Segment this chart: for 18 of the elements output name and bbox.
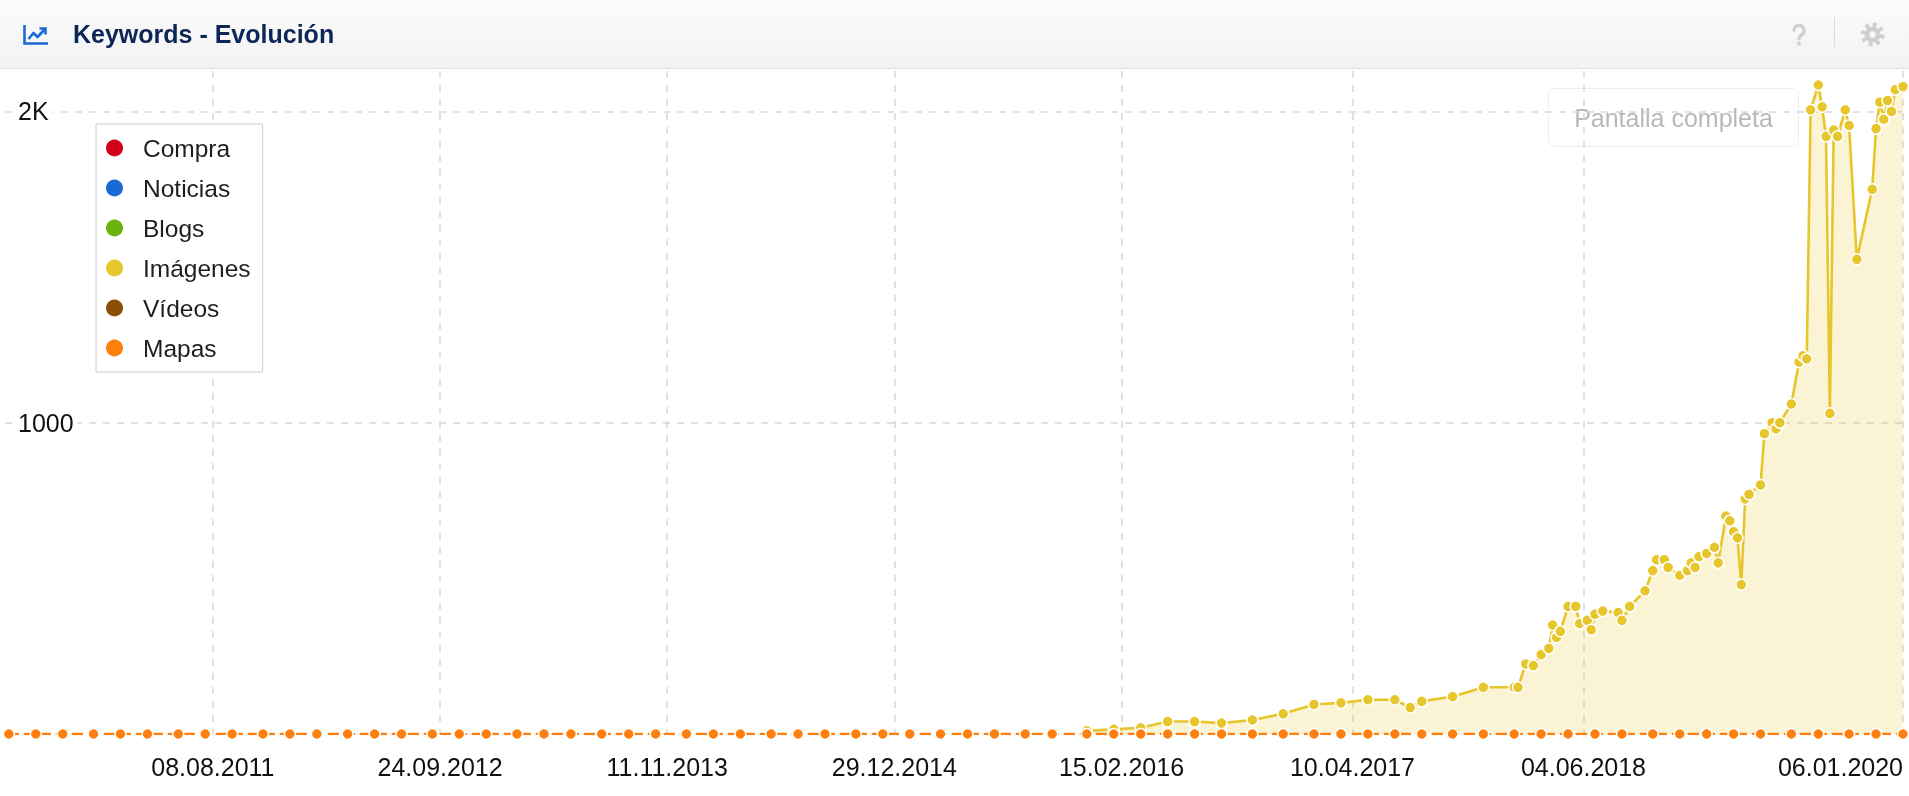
chart-title: Keywords - Evolución [73,19,335,49]
x-tick-label: 11.11.2013 [606,752,728,781]
y-tick-label: 1000 [18,408,74,437]
legend-label: Imágenes [143,254,251,282]
legend-label: Mapas [143,334,217,362]
x-tick-label: 24.09.2012 [377,752,503,781]
legend-label: Noticias [143,174,231,202]
x-tick-label: 06.01.2020 [1777,752,1903,781]
legend-label: Compra [143,134,231,162]
x-tick-label: 15.02.2016 [1058,752,1185,781]
x-tick-label: 04.06.2018 [1520,752,1647,781]
y-tick-label: 2K [18,97,49,126]
x-tick-label: 08.08.2011 [151,752,275,781]
x-tick-label: 10.04.2017 [1289,752,1416,781]
annotation: Pantalla completa [1574,103,1773,132]
legend-label: Vídeos [143,294,220,322]
x-tick-label: 29.12.2014 [831,752,957,781]
legend-label: Blogs [143,214,205,242]
